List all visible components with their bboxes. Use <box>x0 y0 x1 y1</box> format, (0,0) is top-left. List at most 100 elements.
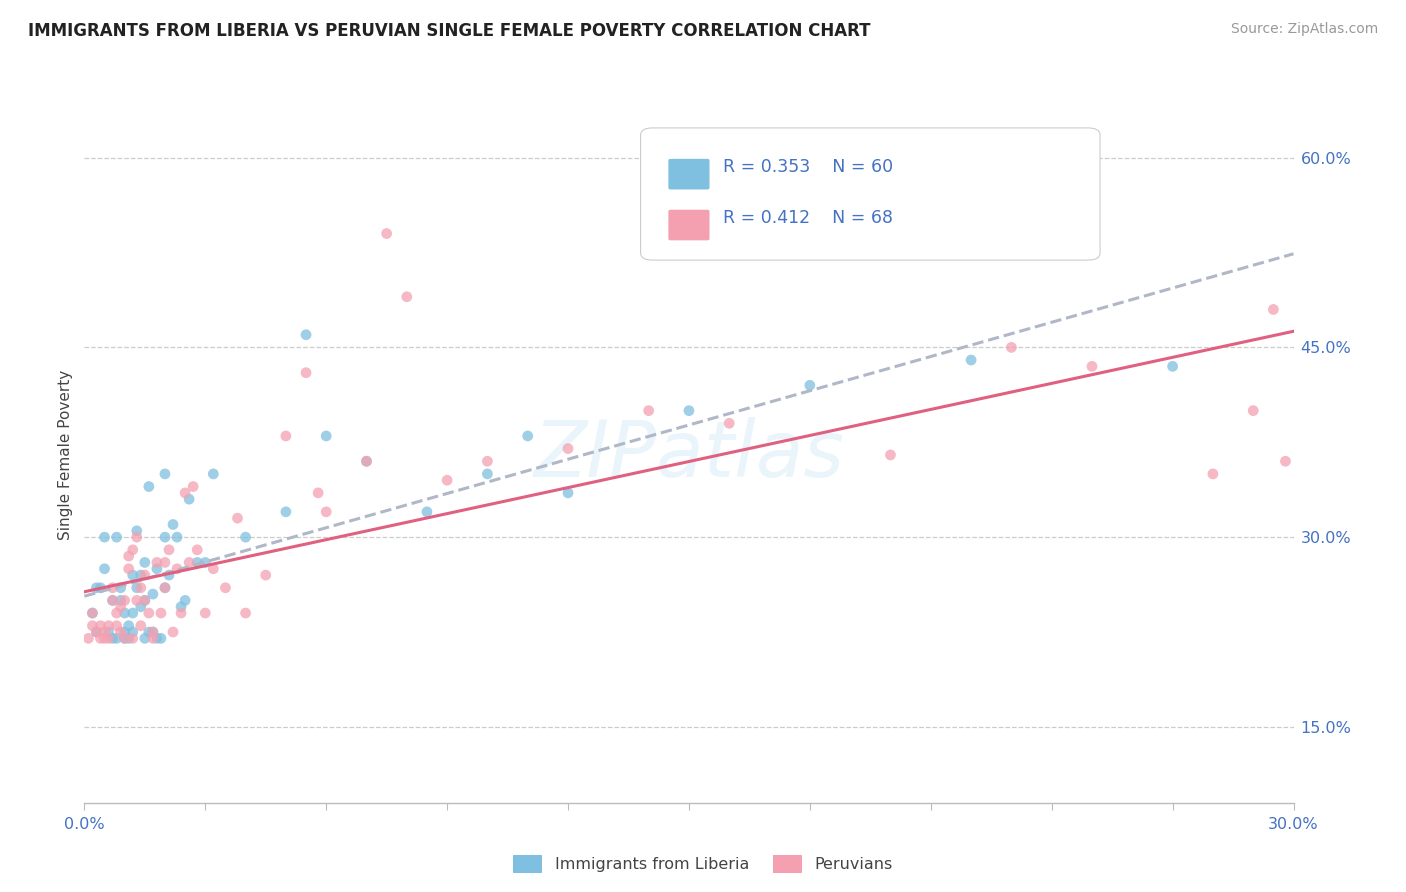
Point <box>170 606 193 620</box>
Point <box>138 625 160 640</box>
Point <box>101 632 124 646</box>
Point <box>86 625 108 640</box>
Point <box>110 581 132 595</box>
Point <box>89 632 111 646</box>
Point <box>121 568 143 582</box>
Point <box>960 353 983 368</box>
Point <box>153 581 176 595</box>
Point <box>134 593 156 607</box>
Point <box>356 454 378 468</box>
Point <box>105 606 128 620</box>
Point <box>799 378 821 392</box>
Point <box>1263 302 1285 317</box>
Point <box>142 625 165 640</box>
Point <box>194 556 217 570</box>
Point <box>142 625 165 640</box>
Point <box>395 290 418 304</box>
Point <box>114 606 136 620</box>
Point <box>153 556 176 570</box>
Text: R = 0.412    N = 68: R = 0.412 N = 68 <box>723 209 893 227</box>
Point <box>557 442 579 456</box>
Point <box>114 632 136 646</box>
Point <box>295 327 318 342</box>
Text: ZIPatlas: ZIPatlas <box>533 417 845 493</box>
Point <box>146 562 169 576</box>
Point <box>162 517 184 532</box>
Point <box>162 625 184 640</box>
Point <box>166 530 188 544</box>
Point <box>118 632 141 646</box>
Point <box>516 429 538 443</box>
Point <box>129 599 152 614</box>
Point <box>118 549 141 563</box>
Point <box>157 568 180 582</box>
Point <box>166 562 188 576</box>
Point <box>97 632 120 646</box>
Point <box>82 618 104 632</box>
Point <box>153 581 176 595</box>
Point <box>186 556 208 570</box>
FancyBboxPatch shape <box>668 159 710 189</box>
Point <box>226 511 249 525</box>
Point <box>82 606 104 620</box>
FancyBboxPatch shape <box>668 210 710 240</box>
Point <box>678 403 700 417</box>
Point <box>114 625 136 640</box>
Point <box>110 625 132 640</box>
Point <box>101 593 124 607</box>
Point <box>93 530 115 544</box>
Point <box>174 486 197 500</box>
Point <box>110 599 132 614</box>
Point <box>121 632 143 646</box>
Point <box>138 606 160 620</box>
Point <box>82 606 104 620</box>
Point <box>134 593 156 607</box>
Point <box>315 505 337 519</box>
Point <box>125 530 148 544</box>
Y-axis label: Single Female Poverty: Single Female Poverty <box>58 370 73 540</box>
Point <box>125 581 148 595</box>
Point <box>149 632 172 646</box>
Point <box>1241 403 1264 417</box>
Point <box>181 479 204 493</box>
Point <box>134 632 156 646</box>
Point <box>110 593 132 607</box>
Point <box>637 403 659 417</box>
Point <box>1000 340 1022 354</box>
Point <box>129 618 152 632</box>
Point <box>477 454 499 468</box>
Point <box>254 568 277 582</box>
Point <box>186 542 208 557</box>
Point <box>170 599 193 614</box>
Point <box>174 593 197 607</box>
Point <box>146 632 169 646</box>
Point <box>274 505 297 519</box>
Point <box>105 530 128 544</box>
Point <box>235 530 257 544</box>
Point <box>718 417 741 431</box>
Point <box>315 429 337 443</box>
Point <box>1202 467 1225 481</box>
Point <box>274 429 297 443</box>
Point <box>138 479 160 493</box>
Point <box>121 606 143 620</box>
Point <box>93 562 115 576</box>
Point <box>97 625 120 640</box>
Point <box>202 562 225 576</box>
Point <box>1081 359 1104 374</box>
Point <box>93 632 115 646</box>
Point <box>121 625 143 640</box>
Text: Source: ZipAtlas.com: Source: ZipAtlas.com <box>1230 22 1378 37</box>
Point <box>134 556 156 570</box>
Point <box>125 524 148 538</box>
Text: IMMIGRANTS FROM LIBERIA VS PERUVIAN SINGLE FEMALE POVERTY CORRELATION CHART: IMMIGRANTS FROM LIBERIA VS PERUVIAN SING… <box>28 22 870 40</box>
Point <box>129 581 152 595</box>
Point <box>86 625 108 640</box>
Point <box>436 473 458 487</box>
Point <box>134 568 156 582</box>
Point <box>194 606 217 620</box>
Point <box>118 618 141 632</box>
Point <box>146 556 169 570</box>
Point <box>101 593 124 607</box>
Point <box>235 606 257 620</box>
